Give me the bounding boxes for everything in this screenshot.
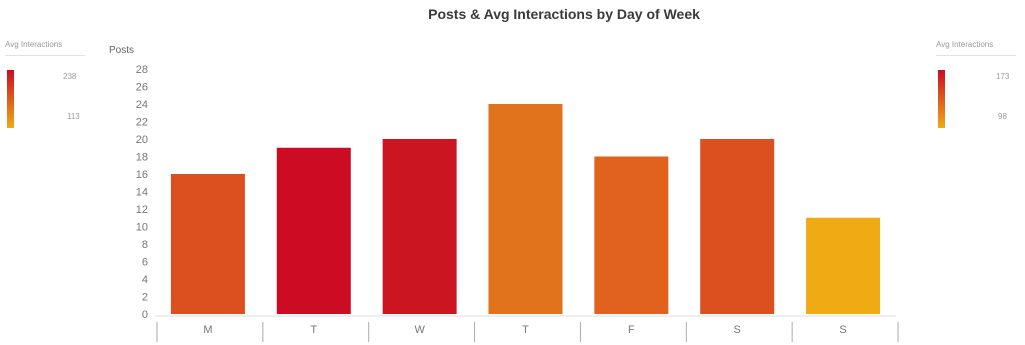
bar-6[interactable] [700, 139, 775, 314]
y-tick-label: 28 [136, 64, 148, 76]
y-tick-label: 26 [136, 82, 148, 94]
y-tick-label: 18 [136, 152, 148, 164]
y-tick-label: 20 [136, 134, 148, 146]
x-tick-label: F [628, 324, 635, 336]
legend-divider [5, 55, 85, 56]
legend-max-label: 238 [63, 72, 77, 81]
y-axis-label: Posts [109, 45, 134, 56]
legend-min-label: 98 [998, 112, 1007, 121]
y-tick-label: 16 [136, 169, 148, 181]
bar-2[interactable] [276, 147, 351, 314]
legend-gradient-bar [7, 70, 14, 128]
legend-title: Avg Interactions [5, 40, 63, 49]
y-tick-label: 0 [142, 309, 148, 321]
y-tick-label: 14 [136, 187, 148, 199]
y-tick-label: 6 [142, 257, 148, 269]
bar-4[interactable] [488, 104, 563, 314]
bar-7[interactable] [806, 217, 881, 314]
y-tick-label: 4 [142, 274, 148, 286]
bars [170, 104, 881, 315]
x-tick-label: W [414, 324, 425, 336]
y-tick-label: 12 [136, 204, 148, 216]
y-tick-label: 22 [136, 117, 148, 129]
legend-gradient-bar [938, 70, 945, 128]
x-tick-label: T [310, 324, 317, 336]
x-tick-label: T [522, 324, 529, 336]
x-tick-label: S [734, 324, 741, 336]
color-legend-right: Avg Interactions 173 98 [936, 40, 1016, 128]
legend-max-label: 173 [996, 72, 1010, 81]
chart-title: Posts & Avg Interactions by Day of Week [428, 6, 700, 22]
legend-divider [936, 55, 1016, 56]
y-tick-label: 10 [136, 222, 148, 234]
y-tick-label: 2 [142, 292, 148, 304]
color-legend-left: Avg Interactions 238 113 [5, 40, 85, 128]
y-tick-label: 8 [142, 239, 148, 251]
x-tick-label: M [203, 324, 212, 336]
bar-3[interactable] [382, 139, 457, 314]
legend-min-label: 113 [67, 112, 80, 121]
y-tick-label: 24 [136, 99, 148, 111]
x-tick-label: S [839, 324, 846, 336]
bar-5[interactable] [594, 156, 669, 315]
legend-title: Avg Interactions [936, 40, 994, 49]
bar-1[interactable] [170, 174, 245, 314]
